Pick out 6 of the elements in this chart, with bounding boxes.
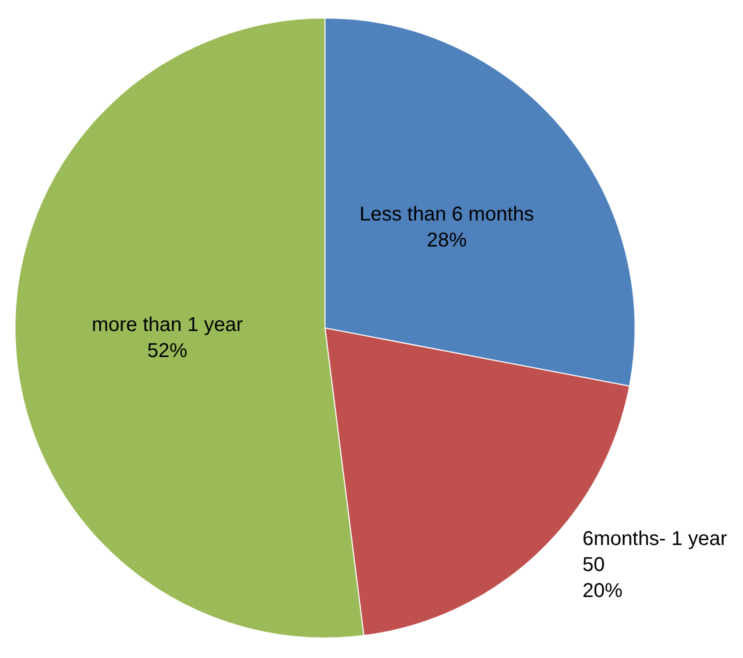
data-label: 28%: [426, 229, 467, 252]
data-label: 50 20%: [582, 554, 623, 602]
slice-label: Less than 6 months: [359, 203, 534, 226]
slice-label: 6months- 1 year: [582, 528, 728, 550]
data-label: 52%: [147, 340, 188, 362]
slice-label: more than 1 year: [92, 314, 244, 336]
